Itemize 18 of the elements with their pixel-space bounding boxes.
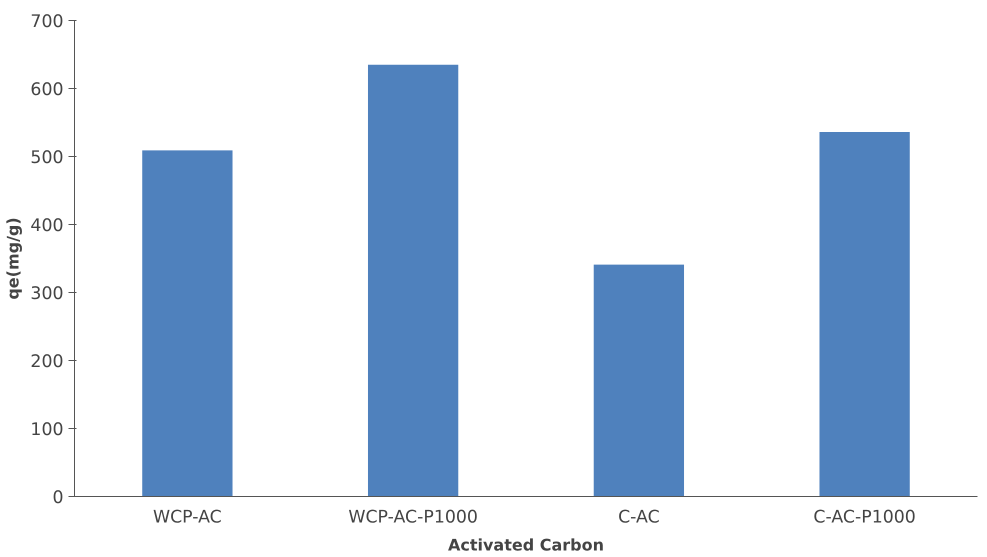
y-tick-label: 500 — [30, 148, 64, 168]
y-tick-label: 600 — [30, 80, 64, 100]
y-tick-label: 200 — [30, 352, 64, 372]
bar — [819, 132, 910, 496]
x-tick-label: WCP-AC-P1000 — [348, 508, 478, 528]
x-axis-title: Activated Carbon — [448, 536, 604, 554]
x-tick-label: WCP-AC — [152, 508, 222, 528]
bar — [142, 150, 233, 496]
bar — [594, 264, 684, 496]
y-tick-label: 400 — [30, 216, 64, 236]
y-tick-label: 0 — [52, 488, 64, 508]
x-tick-label: C-AC — [618, 508, 660, 528]
y-tick-label: 700 — [30, 12, 64, 32]
y-axis-title: qe(mg/g) — [3, 217, 22, 300]
x-tick-label: C-AC-P1000 — [813, 508, 916, 528]
y-tick-label: 300 — [30, 284, 64, 304]
bar — [368, 64, 458, 496]
y-tick-label: 100 — [30, 420, 64, 440]
